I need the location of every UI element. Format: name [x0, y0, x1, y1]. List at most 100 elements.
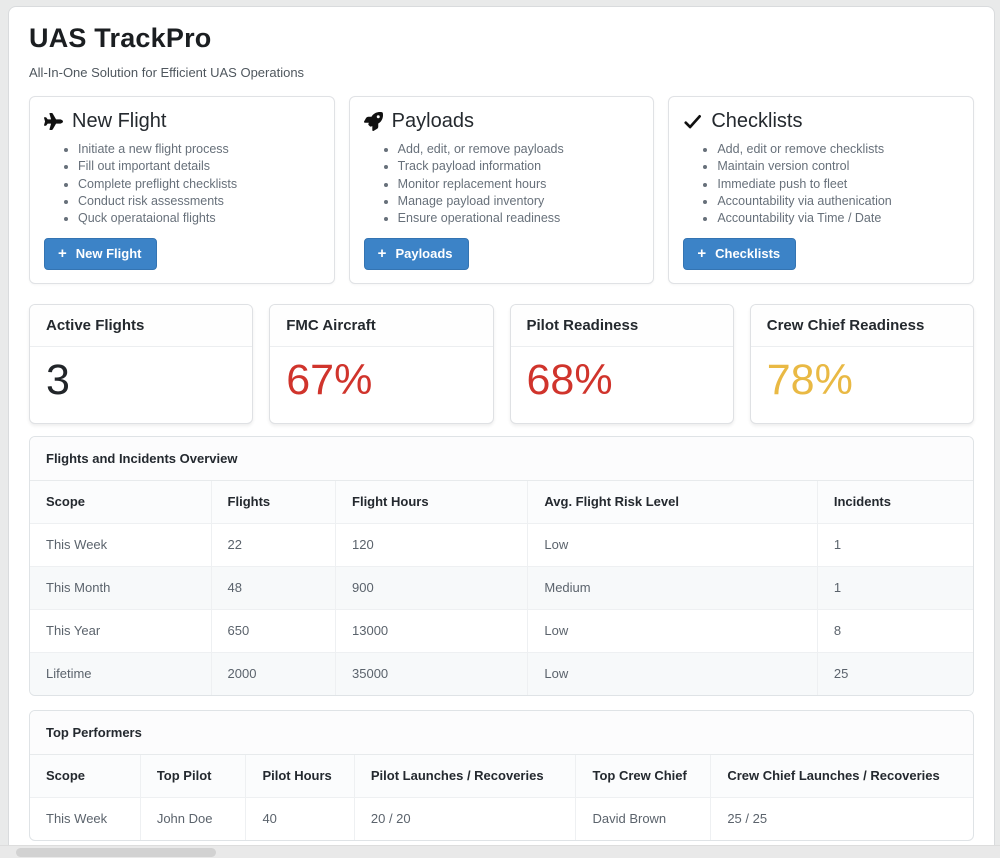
- column-header: Incidents: [816, 481, 973, 524]
- table-cell: 20 / 20: [353, 797, 576, 841]
- stat-card-label: Active Flights: [30, 305, 253, 347]
- table-cell: Low: [527, 609, 818, 653]
- table-row: This Week John Doe 40 20 / 20 David Brow…: [30, 797, 973, 841]
- table-cell: 8: [816, 609, 973, 653]
- table-header-row: Scope Flights Flight Hours Avg. Flight R…: [30, 481, 973, 524]
- column-header: Flights: [210, 481, 336, 524]
- rocket-icon: [363, 112, 383, 131]
- bullet-item: Accountability via authenication: [717, 193, 959, 210]
- column-header: Avg. Flight Risk Level: [527, 481, 818, 524]
- bullet-item: Quck operataional flights: [78, 210, 320, 227]
- horizontal-scrollbar[interactable]: [0, 845, 1000, 858]
- table-title: Flights and Incidents Overview: [30, 437, 973, 482]
- feature-card-header: New Flight: [44, 110, 320, 133]
- dashboard-container: UAS TrackPro All-In-One Solution for Eff…: [8, 6, 995, 858]
- plane-icon: [44, 112, 63, 131]
- bullet-item: Immediate push to fleet: [717, 176, 959, 193]
- table-cell: This Year: [30, 609, 212, 653]
- stat-card-fmc-aircraft: FMC Aircraft 67%: [269, 304, 494, 425]
- table-cell: 1: [816, 523, 973, 567]
- stat-card-label: Pilot Readiness: [510, 305, 733, 347]
- button-label: New Flight: [75, 246, 142, 261]
- table-row: This Month 48 900 Medium 1: [30, 566, 973, 610]
- column-header: Top Crew Chief: [575, 755, 711, 798]
- flights-incidents-table: Scope Flights Flight Hours Avg. Flight R…: [30, 481, 973, 696]
- column-header: Scope: [30, 481, 212, 524]
- table-cell: 120: [335, 523, 528, 567]
- stat-card-value: 68%: [526, 356, 613, 404]
- table-cell: 25: [816, 652, 973, 696]
- feature-bullet-list: Add, edit, or remove payloads Track payl…: [364, 141, 640, 227]
- plus-icon: +: [377, 245, 387, 262]
- button-label: Payloads: [395, 246, 453, 261]
- table-cell: David Brown: [575, 797, 711, 841]
- feature-bullet-list: Initiate a new flight process Fill out i…: [44, 141, 320, 227]
- table-cell: John Doe: [139, 797, 246, 841]
- stat-cards-row: Active Flights 3 FMC Aircraft 67% Pilot …: [29, 304, 974, 425]
- table-cell: 13000: [335, 609, 528, 653]
- feature-card-payloads: Payloads Add, edit, or remove payloads T…: [348, 96, 655, 284]
- bullet-item: Maintain version control: [717, 158, 959, 175]
- table-cell: This Week: [30, 523, 212, 567]
- stat-card-value: 67%: [286, 356, 373, 404]
- stat-card-label: FMC Aircraft: [270, 305, 493, 347]
- column-header: Crew Chief Launches / Recoveries: [710, 755, 973, 798]
- stat-card-pilot-readiness: Pilot Readiness 68%: [509, 304, 734, 425]
- table-cell: 22: [210, 523, 336, 567]
- stat-card-crew-chief-readiness: Crew Chief Readiness 78%: [749, 304, 974, 425]
- feature-card-title: New Flight: [72, 110, 167, 132]
- table-cell: 900: [335, 566, 528, 610]
- top-performers-table: Scope Top Pilot Pilot Hours Pilot Launch…: [30, 755, 973, 841]
- table-header-row: Scope Top Pilot Pilot Hours Pilot Launch…: [30, 755, 973, 798]
- column-header: Pilot Hours: [245, 755, 355, 798]
- column-header: Scope: [30, 755, 141, 798]
- bullet-item: Fill out important details: [78, 158, 320, 175]
- feature-card-new-flight: New Flight Initiate a new flight process…: [29, 96, 335, 284]
- table-row: This Year 650 13000 Low 8: [30, 609, 973, 653]
- table-cell: 1: [816, 566, 973, 610]
- table-row: This Week 22 120 Low 1: [30, 523, 973, 567]
- column-header: Top Pilot: [139, 755, 246, 798]
- feature-bullet-list: Add, edit or remove checklists Maintain …: [683, 141, 959, 227]
- feature-card-header: Payloads: [363, 110, 640, 133]
- column-header: Flight Hours: [335, 481, 528, 524]
- bullet-item: Monitor replacement hours: [398, 176, 640, 193]
- table-cell: 2000: [210, 652, 336, 696]
- stat-card-active-flights: Active Flights 3: [29, 304, 254, 425]
- table-row: Lifetime 2000 35000 Low 25: [30, 652, 973, 696]
- table-cell: Low: [527, 523, 818, 567]
- table-cell: This Month: [30, 566, 212, 610]
- table-cell: 650: [210, 609, 336, 653]
- button-label: Checklists: [715, 246, 781, 261]
- feature-card-checklists: Checklists Add, edit or remove checklist…: [668, 96, 975, 284]
- bullet-item: Add, edit, or remove payloads: [398, 141, 640, 158]
- table-cell: 35000: [335, 652, 528, 696]
- bullet-item: Add, edit or remove checklists: [717, 141, 959, 158]
- table-cell: Low: [527, 652, 818, 696]
- feature-card-title: Payloads: [391, 110, 474, 132]
- feature-card-title: Checklists: [711, 110, 803, 132]
- plus-icon: +: [58, 245, 67, 262]
- table-cell: This Week: [30, 797, 141, 841]
- page-subtitle: All-In-One Solution for Efficient UAS Op…: [29, 65, 305, 80]
- bullet-item: Accountability via Time / Date: [717, 210, 959, 227]
- table-cell: 25 / 25: [710, 797, 973, 841]
- top-performers-card: Top Performers Scope Top Pilot Pilot Hou…: [29, 710, 974, 842]
- table-cell: 40: [245, 797, 355, 841]
- table-cell: Lifetime: [30, 652, 212, 696]
- stat-card-value: 78%: [766, 356, 853, 404]
- bullet-item: Initiate a new flight process: [78, 141, 320, 158]
- feature-cards-row: New Flight Initiate a new flight process…: [29, 96, 975, 284]
- plus-icon: +: [697, 245, 707, 262]
- stat-card-label: Crew Chief Readiness: [750, 305, 973, 347]
- table-title: Top Performers: [30, 711, 973, 756]
- table-cell: 48: [210, 566, 336, 610]
- page-title: UAS TrackPro: [29, 23, 212, 53]
- checklists-button[interactable]: + Checklists: [683, 238, 797, 270]
- scrollbar-thumb[interactable]: [16, 848, 216, 857]
- payloads-button[interactable]: + Payloads: [363, 238, 469, 270]
- bullet-item: Conduct risk assessments: [78, 193, 320, 210]
- new-flight-button[interactable]: + New Flight: [44, 238, 158, 270]
- feature-card-header: Checklists: [683, 110, 959, 133]
- bullet-item: Ensure operational readiness: [398, 210, 640, 227]
